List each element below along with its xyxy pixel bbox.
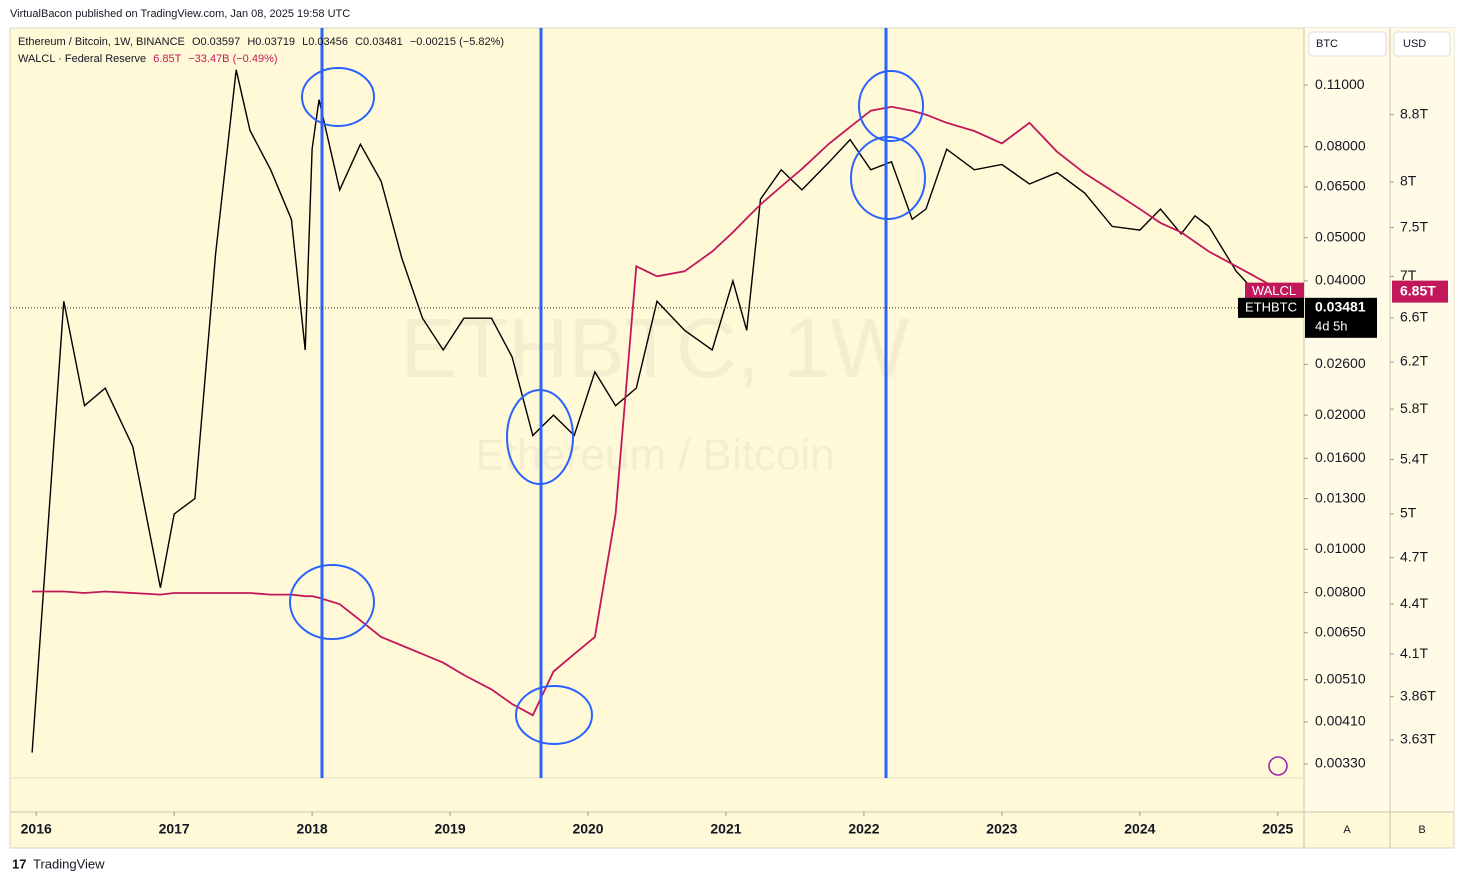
x-tick-label: 2023 [986,821,1017,837]
footer-logo: 17 [12,856,26,871]
x-tick-label: 2022 [848,821,879,837]
y2-tick-label: 4.7T [1400,548,1428,564]
drawn-circle [289,564,375,640]
footer-brand: TradingView [33,856,105,871]
x-tick-label: 2020 [572,821,603,837]
y-tick-label: 0.00650 [1315,623,1366,639]
plot [31,69,1281,753]
y-tick-label: 0.11000 [1315,76,1365,92]
scale-button[interactable]: B [1418,824,1425,836]
y-tick-label: 0.02600 [1315,355,1366,371]
legend-line: Ethereum / Bitcoin, 1W, BINANCE O0.03597… [18,36,504,48]
drawn-circle [301,67,375,127]
drawn-circle [515,685,593,745]
y-tick-label: 0.01300 [1315,489,1366,505]
series-name-label: ETHBTC [1245,299,1297,314]
y2-tick-label: 6.6T [1400,309,1428,325]
drawn-circle [858,70,924,142]
legend-indicator: WALCL · Federal Reserve [18,53,146,65]
series-line [32,105,1281,717]
y2-tick-label: 4.4T [1400,595,1428,611]
y2-tick-label: 7T [1400,267,1417,283]
legend-indicator-change: −33.47B (−0.49%) [188,53,277,65]
legend-indicator-value: 6.85T [153,53,181,65]
y2-tick-label: 7.5T [1400,218,1428,234]
y2-tick-label: 5.4T [1400,450,1428,466]
y-tick-label: 0.00510 [1315,670,1366,686]
x-tick-label: 2018 [297,821,328,837]
chart-frame [9,27,1455,849]
y-tick-label: 0.06500 [1315,178,1366,194]
axis-header-box[interactable] [1308,31,1387,57]
axis-header[interactable]: BTC [1316,38,1338,50]
y-tick-label: 0.01600 [1315,449,1366,465]
axis-header-box[interactable] [1393,31,1451,57]
y-tick-label: 0.00330 [1315,755,1366,771]
legend-close: C0.03481 [355,36,403,48]
series-name-label: WALCL [1252,283,1296,298]
y2-tick-label: 3.86T [1400,687,1436,703]
series-name-badge [1245,282,1304,301]
price-axis-area [1304,28,1454,812]
alert-icon[interactable] [1268,756,1288,776]
y-tick-label: 0.05000 [1315,228,1366,244]
x-tick-label: 2019 [434,821,465,837]
y-tick-label: 0.00800 [1315,583,1366,599]
legend-change: −0.00215 (−5.82%) [410,36,504,48]
publish-header: VirtualBacon published on TradingView.co… [10,8,350,20]
axis-header[interactable]: USD [1403,38,1426,50]
drawn-circle [850,136,926,220]
x-tick-label: 2025 [1262,821,1293,837]
y2-tick-label: 3.63T [1400,731,1436,747]
value-badge-label: 6.85T [1400,282,1436,298]
y2-tick-label: 8T [1400,173,1417,189]
series-name-badge [1238,297,1304,318]
y-tick-label: 0.00410 [1315,713,1366,729]
x-tick-label: 2016 [21,821,52,837]
watermark: ETHBTC, 1W [401,301,910,395]
y-tick-label: 0.08000 [1315,137,1366,153]
y2-tick-label: 8.8T [1400,105,1428,121]
y2-tick-label: 5.8T [1400,400,1428,416]
x-tick-label: 2021 [710,821,741,837]
x-tick-label: 2017 [159,821,190,837]
y-tick-label: 0.04000 [1315,272,1366,288]
y2-tick-label: 5T [1400,505,1417,521]
legend-open: O0.03597 [192,36,240,48]
y2-tick-label: 4.1T [1400,645,1428,661]
legend-high: H0.03719 [247,36,295,48]
value-badge [1305,297,1377,338]
value-badge-label: 0.03481 [1315,299,1366,315]
legend-line: WALCL · Federal Reserve 6.85T −33.47B (−… [18,53,278,65]
x-tick-label: 2024 [1124,821,1155,837]
y-tick-label: 0.01000 [1315,540,1366,556]
scale-button[interactable]: A [1343,824,1351,836]
y2-tick-label: 6.2T [1400,353,1428,369]
legend-symbol: Ethereum / Bitcoin, 1W, BINANCE [18,36,185,48]
series-line [31,69,1281,753]
value-badge [1392,280,1448,303]
countdown-label: 4d 5h [1315,318,1348,333]
watermark-sub: Ethereum / Bitcoin [475,431,835,480]
y-tick-label: 0.02000 [1315,406,1366,422]
drawn-circle [506,389,574,485]
legend-low: L0.03456 [302,36,348,48]
